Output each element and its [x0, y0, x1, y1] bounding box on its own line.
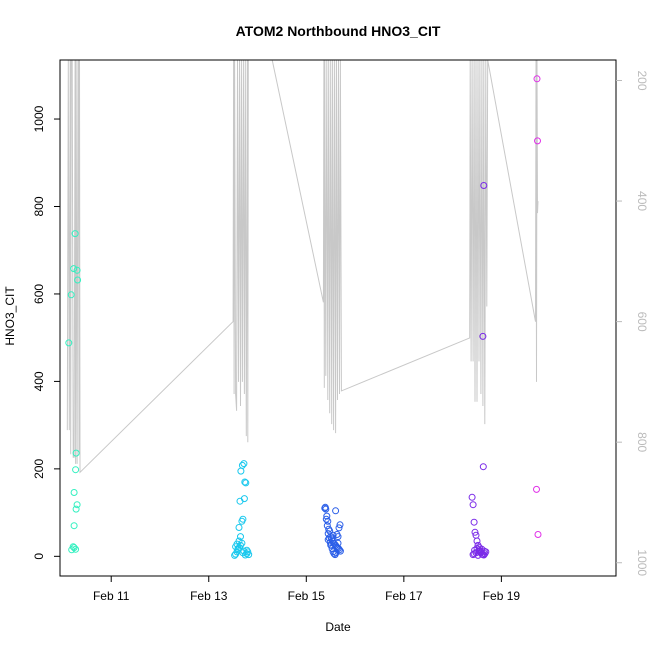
data-point — [480, 182, 488, 189]
data-point — [479, 463, 487, 471]
data-point — [469, 551, 477, 559]
plot-frame — [59, 59, 617, 577]
x-tick-label: Feb 17 — [385, 589, 423, 603]
data-point — [322, 515, 330, 523]
altitude-line-layer — [66, 59, 539, 474]
x-tick-label: Feb 15 — [288, 589, 326, 603]
data-point — [236, 497, 244, 505]
data-point — [336, 521, 344, 529]
y-axis-label: HNO3_CIT — [3, 286, 17, 346]
y-tick-label: 1000 — [32, 105, 46, 132]
data-point — [336, 547, 344, 555]
y-tick-label: 200 — [32, 459, 46, 479]
data-point — [241, 478, 249, 486]
data-point — [334, 533, 342, 541]
data-point — [335, 524, 343, 532]
data-point — [321, 503, 329, 511]
data-point — [238, 461, 246, 469]
data-point — [72, 545, 80, 553]
data-point — [70, 522, 78, 530]
data-point — [334, 539, 342, 547]
data-point — [327, 541, 335, 549]
x-axis: Feb 11 Feb 13 Feb 15 Feb 17 Feb 19 — [93, 576, 520, 603]
data-point — [534, 531, 542, 538]
y2-tick-label: 800 — [635, 432, 649, 452]
data-point — [470, 518, 478, 526]
data-point — [473, 537, 481, 545]
data-point — [240, 460, 248, 468]
data-point — [323, 512, 331, 520]
y-axis: 0 200 400 600 800 1000 — [32, 105, 60, 560]
data-point — [533, 485, 540, 493]
data-point — [237, 467, 245, 475]
data-point — [469, 501, 477, 509]
data-point — [235, 537, 243, 545]
data-point — [74, 276, 82, 284]
data-point — [242, 479, 250, 487]
data-point — [72, 466, 80, 474]
data-point — [243, 546, 251, 554]
y2-tick-label: 400 — [635, 191, 649, 211]
data-point — [468, 493, 476, 501]
data-point — [235, 524, 243, 531]
data-point — [477, 548, 485, 556]
data-point — [479, 332, 487, 340]
data-point — [332, 507, 340, 515]
data-point — [73, 501, 81, 509]
data-point — [324, 517, 332, 525]
data-point — [232, 543, 240, 551]
data-point — [245, 551, 253, 559]
data-point — [534, 137, 541, 145]
data-point — [237, 533, 244, 541]
data-point — [72, 505, 80, 513]
data-point — [70, 265, 78, 273]
data-point — [71, 230, 79, 238]
altitude-series-line — [66, 59, 539, 474]
data-points-layer — [65, 75, 542, 559]
x-tick-label: Feb 13 — [190, 589, 228, 603]
x-tick-label: Feb 19 — [483, 589, 521, 603]
data-point — [67, 291, 75, 299]
y2-axis: 200 400 600 800 1000 — [616, 70, 649, 576]
y2-tick-label: 200 — [635, 70, 649, 90]
data-point — [329, 531, 337, 539]
chart-title: ATOM2 Northbound HNO3_CIT — [236, 23, 441, 39]
x-axis-label: Date — [325, 620, 351, 634]
y-tick-label: 800 — [32, 196, 46, 216]
y2-tick-label: 600 — [635, 312, 649, 332]
data-point — [72, 449, 80, 457]
data-point — [68, 546, 76, 554]
data-point — [323, 522, 331, 530]
data-point — [239, 515, 247, 523]
y-tick-label: 400 — [32, 371, 46, 391]
data-point — [480, 547, 488, 555]
data-point — [471, 528, 479, 536]
y2-tick-label: 1000 — [635, 549, 649, 576]
data-point — [73, 266, 81, 274]
x-tick-label: Feb 11 — [93, 589, 130, 603]
data-point — [533, 75, 541, 83]
y-tick-label: 0 — [32, 553, 46, 560]
data-point — [65, 339, 73, 347]
data-point — [70, 489, 78, 496]
y-tick-label: 600 — [32, 284, 46, 304]
data-point — [231, 551, 239, 559]
data-point — [470, 550, 478, 558]
data-point — [332, 549, 340, 557]
data-point — [70, 544, 78, 552]
